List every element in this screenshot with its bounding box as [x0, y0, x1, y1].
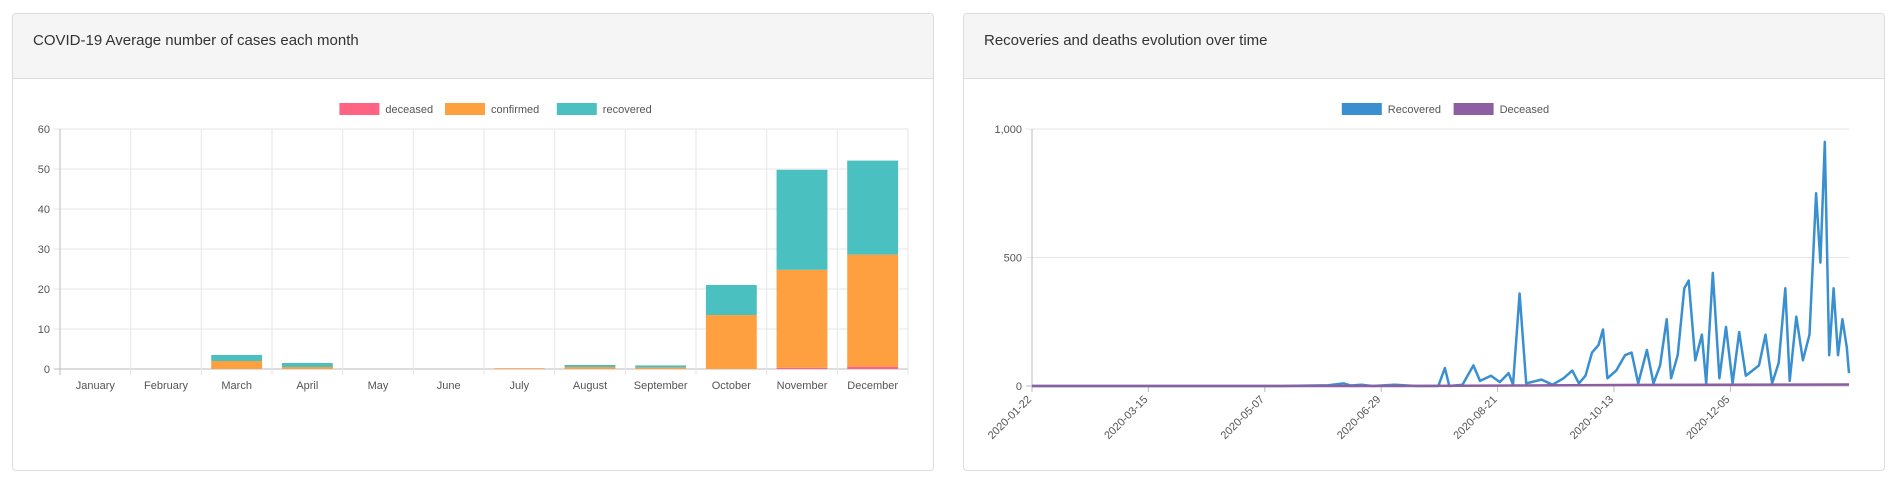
bar-confirmed: [776, 269, 828, 368]
monthly-cases-card-title: COVID-19 Average number of cases each mo…: [13, 14, 933, 79]
legend-swatch-deceased: [339, 103, 380, 115]
y-tick-label: 20: [38, 284, 50, 296]
y-tick-label: 50: [38, 164, 50, 176]
monthly-cases-chart-body: 0 10 20 30 40 50 60 January February March April Ma…: [13, 79, 933, 471]
y-tick-label: 0: [1016, 381, 1022, 393]
bar-recovered: [847, 160, 899, 255]
legend-swatch-recovered: [1341, 103, 1382, 115]
legend-swatch-deceased: [1453, 103, 1494, 115]
line-series-recovered: [1032, 140, 1851, 388]
y-tick-label: 40: [38, 204, 50, 216]
y-tick-label: 60: [38, 124, 50, 136]
x-tick-label: February: [144, 380, 189, 392]
x-tick-label: September: [634, 380, 688, 392]
monthly-cases-card: COVID-19 Average number of cases each mo…: [12, 13, 934, 471]
bar-recovered: [281, 363, 333, 367]
x-tick-label: June: [437, 380, 461, 392]
bar-confirmed: [635, 367, 687, 369]
bar-confirmed: [493, 368, 545, 369]
x-tick-label: April: [296, 380, 318, 392]
x-tick-label: July: [510, 380, 530, 392]
x-tick-label: 2020-10-13: [1568, 394, 1616, 442]
bar-deceased: [776, 367, 828, 369]
y-tick-label: 30: [38, 244, 50, 256]
line-series-deceased: [1032, 383, 1850, 388]
monthly-cases-bar-chart: 0 10 20 30 40 50 60 January February March April Ma…: [38, 103, 909, 392]
x-tick-label: 2020-06-29: [1335, 394, 1383, 442]
recoveries-deaths-card-title: Recoveries and deaths evolution over tim…: [964, 14, 1884, 79]
legend-swatch-confirmed: [445, 103, 485, 115]
recoveries-deaths-chart-body: 0 500 1,000 2020-01-22 2020-03-15 2020-05-07 2…: [964, 79, 1884, 471]
bar-confirmed: [705, 315, 757, 369]
x-tick-label: 2020-01-22: [986, 394, 1034, 442]
bar-recovered: [635, 365, 687, 368]
x-tick-label: August: [573, 380, 607, 392]
x-tick-label: 2020-03-15: [1102, 394, 1150, 442]
bar-confirmed: [281, 367, 333, 369]
bar-recovered: [776, 169, 828, 270]
legend-swatch-recovered: [556, 103, 597, 115]
x-tick-label: 2020-05-07: [1219, 394, 1267, 442]
legend-label-confirmed: confirmed: [491, 104, 539, 116]
y-tick-label: 0: [44, 364, 50, 376]
bar-recovered: [564, 365, 616, 367]
bar-confirmed: [211, 361, 263, 369]
legend-label-recovered: Recovered: [1388, 104, 1441, 116]
x-tick-label: December: [847, 380, 898, 392]
x-tick-label: 2020-12-05: [1684, 394, 1732, 442]
x-tick-label: January: [76, 380, 116, 392]
recoveries-deaths-card: Recoveries and deaths evolution over tim…: [963, 13, 1885, 471]
x-tick-label: March: [221, 380, 252, 392]
x-tick-label: 2020-08-21: [1451, 394, 1499, 442]
bar-deceased: [847, 366, 899, 369]
y-tick-label: 500: [1004, 253, 1022, 265]
bar-confirmed: [847, 254, 899, 367]
x-tick-label: October: [712, 380, 751, 392]
legend-label-deceased: Deceased: [1500, 104, 1550, 116]
bar-recovered: [705, 285, 757, 315]
bar-recovered: [211, 355, 263, 361]
bar-confirmed: [564, 367, 616, 369]
y-tick-label: 10: [38, 324, 50, 336]
legend-label-deceased: deceased: [385, 104, 433, 116]
x-tick-label: November: [777, 380, 828, 392]
y-tick-label: 1,000: [994, 124, 1022, 136]
x-tick-label: May: [368, 380, 389, 392]
recoveries-deaths-line-chart: 0 500 1,000 2020-01-22 2020-03-15 2020-05-07 2…: [986, 103, 1851, 442]
legend-label-recovered: recovered: [603, 104, 652, 116]
